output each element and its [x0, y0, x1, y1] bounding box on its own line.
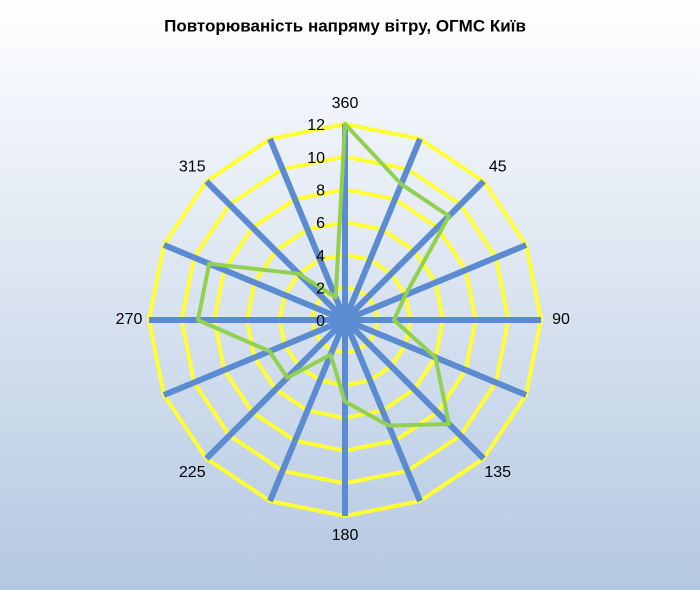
category-label: 90 — [552, 311, 570, 328]
spoke — [162, 242, 347, 323]
r-tick-label: 4 — [316, 248, 325, 265]
r-tick-label: 12 — [307, 117, 325, 134]
spoke — [162, 317, 347, 398]
chart-title: Повторюваність напряму вітру, ОГМС Київ — [164, 16, 526, 35]
spoke — [204, 317, 348, 461]
spoke — [267, 318, 348, 503]
r-tick-label: 6 — [316, 215, 325, 232]
category-label: 270 — [116, 311, 143, 328]
spoke — [267, 137, 348, 322]
spoke — [342, 137, 423, 322]
category-label: 180 — [332, 527, 359, 544]
r-tick-label: 10 — [307, 150, 325, 167]
category-label: 45 — [489, 158, 507, 175]
spoke — [342, 317, 486, 461]
spoke — [342, 318, 423, 503]
category-label: 315 — [179, 158, 206, 175]
spoke — [204, 179, 348, 323]
r-tick-label: 8 — [316, 183, 325, 200]
series-line — [196, 122, 451, 428]
grid — [146, 121, 544, 519]
r-tick-label: 0 — [316, 313, 325, 330]
spoke — [342, 179, 486, 323]
marks — [196, 122, 451, 428]
category-label: 225 — [179, 464, 206, 481]
category-label: 135 — [484, 464, 511, 481]
r-tick-label: 2 — [316, 281, 325, 298]
category-label: 360 — [332, 95, 359, 112]
spoke — [343, 242, 528, 323]
